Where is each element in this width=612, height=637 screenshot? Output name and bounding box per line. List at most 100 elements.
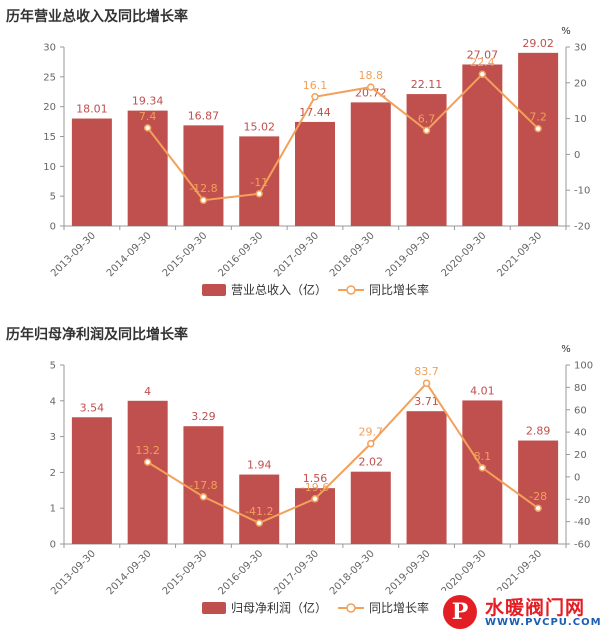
bar	[518, 52, 559, 226]
bar-value-label: 15.02	[243, 120, 275, 133]
x-axis-tick-label: 2017-09-30	[272, 548, 321, 597]
watermark-logo-icon: P	[443, 595, 477, 629]
x-axis-tick-label: 2014-09-30	[105, 548, 154, 597]
x-axis-tick-label: 2017-09-30	[272, 230, 321, 279]
site-watermark: P 水暖阀门网 WWW.PVCPU.COM	[441, 591, 606, 633]
right-axis-tick-label: -10	[574, 186, 590, 197]
legend-line-marker	[346, 285, 356, 295]
bar-value-label: 3.54	[80, 401, 105, 414]
x-axis-tick-label: 2021-09-30	[495, 230, 544, 279]
bar	[518, 440, 559, 544]
right-axis-tick-label: 10	[574, 114, 587, 125]
x-axis-tick-label: 2020-09-30	[440, 548, 489, 597]
bar-value-label: 29.02	[522, 37, 554, 50]
right-axis-tick-label: 80	[574, 383, 587, 394]
growth-rate-label: 16.1	[303, 79, 328, 92]
left-axis-tick-label: 20	[43, 102, 56, 113]
left-axis-tick-label: 4	[50, 396, 56, 407]
growth-rate-label: 7.4	[139, 110, 157, 123]
legend-bar-label: 营业总收入（亿）	[231, 282, 327, 297]
bar	[71, 118, 112, 226]
growth-rate-point	[199, 493, 208, 501]
growth-rate-point	[367, 439, 375, 448]
left-axis-tick-label: 0	[50, 222, 56, 233]
bar-value-label: 27.07	[467, 48, 499, 61]
growth-rate-label: -28	[529, 490, 547, 503]
right-axis-tick-label: -40	[574, 517, 590, 528]
growth-rate-label: -41.2	[245, 505, 273, 518]
growth-rate-point	[478, 464, 487, 472]
growth-rate-point	[311, 93, 319, 101]
bar-value-label: 4	[144, 385, 151, 398]
growth-rate-point	[143, 458, 152, 466]
legend-bar-label: 归母净利润（亿）	[231, 600, 327, 615]
watermark-name: 水暖阀门网	[485, 597, 586, 619]
bar-value-label: 2.02	[359, 456, 384, 469]
left-axis-tick-label: 0	[50, 540, 56, 551]
growth-rate-point	[367, 83, 375, 91]
right-axis-tick-label: -20	[574, 222, 590, 233]
growth-rate-point	[534, 124, 542, 133]
growth-rate-point	[422, 126, 431, 135]
revenue-chart-panel: 历年营业总收入及同比增长率 0 5 10 15 20 25 30 -20 -10 0 10 20 30%…	[0, 0, 612, 318]
right-axis-unit: %	[561, 26, 571, 37]
x-axis-tick-label: 2020-09-30	[440, 230, 489, 279]
left-axis-tick-label: 25	[43, 72, 56, 83]
chart-title: 历年归母净利润及同比增长率	[6, 327, 188, 343]
bar-value-label: 1.94	[247, 459, 272, 472]
growth-rate-point	[255, 519, 263, 527]
bar-value-label: 3.29	[191, 410, 216, 423]
bar	[71, 417, 112, 544]
bar-value-label: 20.72	[355, 86, 387, 99]
right-axis-tick-label: -20	[574, 495, 590, 506]
x-axis-tick-label: 2013-09-30	[49, 230, 98, 279]
growth-rate-label: 13.2	[135, 444, 160, 457]
x-axis-tick-label: 2015-09-30	[161, 548, 210, 597]
left-axis-tick-label: 1	[50, 504, 56, 515]
bar	[462, 400, 503, 544]
growth-rate-label: -12.8	[189, 182, 217, 195]
legend-line-label: 同比增长率	[369, 282, 429, 297]
x-axis-tick-label: 2018-09-30	[328, 548, 377, 597]
left-axis-tick-label: 3	[50, 432, 56, 443]
growth-rate-point	[199, 196, 208, 204]
x-axis-tick-label: 2018-09-30	[328, 230, 377, 279]
bar-value-label: 18.01	[76, 103, 108, 116]
right-axis-tick-label: 30	[574, 43, 587, 54]
x-axis-tick-label: 2013-09-30	[49, 548, 98, 597]
bar	[350, 102, 391, 226]
legend-line-label: 同比增长率	[369, 600, 429, 615]
growth-rate-label: -17.8	[189, 479, 217, 492]
growth-rate-label: 22.4	[470, 56, 495, 69]
growth-rate-label: 18.8	[359, 69, 384, 82]
bar	[295, 121, 335, 226]
legend-bar-swatch	[202, 284, 226, 296]
growth-rate-point	[143, 124, 152, 132]
right-axis-unit: %	[561, 344, 571, 355]
right-axis-tick-label: 20	[574, 450, 587, 461]
left-axis-tick-label: 5	[50, 361, 56, 372]
growth-rate-point	[422, 379, 431, 387]
right-axis-tick-label: 0	[574, 150, 580, 161]
bar-value-label: 22.11	[411, 78, 443, 91]
growth-rate-point	[534, 504, 542, 512]
legend-line-marker	[346, 603, 356, 613]
bar	[239, 474, 280, 544]
growth-rate-label: 29.7	[359, 426, 384, 439]
revenue-chart: 0 5 10 15 20 25 30 -20 -10 0 10 20 30% 2013-09-30 2014…	[43, 26, 590, 297]
bar	[406, 411, 447, 544]
right-axis-tick-label: -60	[574, 540, 590, 551]
bar	[127, 400, 168, 544]
growth-rate-line	[147, 381, 539, 525]
growth-rate-label: 8.1	[474, 450, 492, 463]
growth-rate-label: 7.2	[529, 111, 547, 124]
right-axis-tick-label: 100	[574, 361, 593, 372]
profit-chart-panel: 历年归母净利润及同比增长率 0 1 2 3 4 5 -60 -40 -20 0 20 40 60 80 10…	[0, 318, 612, 637]
left-axis-tick-label: 15	[43, 132, 56, 143]
bar-value-label: 16.87	[188, 109, 220, 122]
bar-value-label: 1.56	[303, 472, 328, 485]
bar	[462, 64, 503, 226]
growth-rate-point	[255, 190, 263, 198]
x-axis-tick-label: 2019-09-30	[384, 548, 433, 597]
